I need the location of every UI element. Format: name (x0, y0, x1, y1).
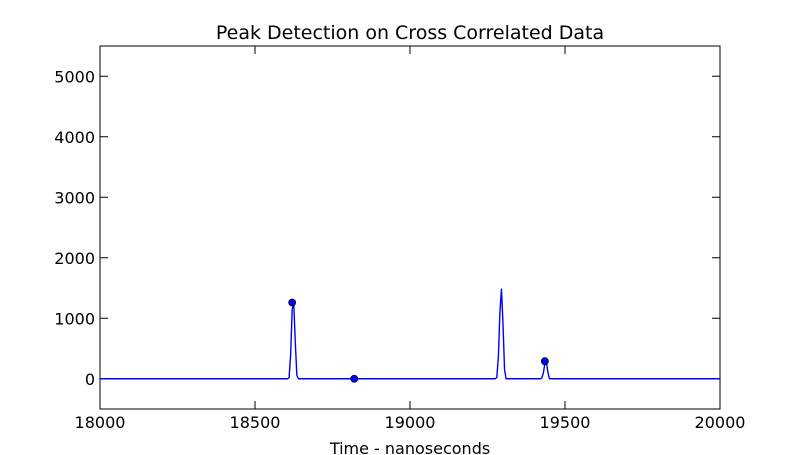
x-tick-label-2: 19000 (385, 413, 436, 432)
y-tick-label-1: 1000 (54, 309, 95, 328)
x-axis-label: Time - nanoseconds (329, 439, 490, 455)
y-tick-label-0: 0 (85, 370, 95, 389)
peak-marker-2 (540, 357, 549, 366)
plot-frame (99, 45, 721, 410)
x-tick-label-0: 18000 (75, 413, 126, 432)
chart-title: Peak Detection on Cross Correlated Data (216, 22, 604, 44)
y-tick-label-3: 3000 (54, 188, 95, 207)
signal-line (99, 288, 721, 380)
x-tick-label-4: 20000 (695, 413, 746, 432)
y-tick-label-5: 5000 (54, 67, 95, 86)
plot-area: 0 1000 2000 3000 4000 5000 18000 18500 19000 1950… (54, 45, 746, 432)
y-tick-label-2: 2000 (54, 249, 95, 268)
y-tick-label-4: 4000 (54, 128, 95, 147)
peak-marker-0 (288, 298, 297, 307)
x-tick-label-1: 18500 (230, 413, 281, 432)
peak-marker-1 (350, 374, 359, 383)
x-tick-label-3: 19500 (540, 413, 591, 432)
